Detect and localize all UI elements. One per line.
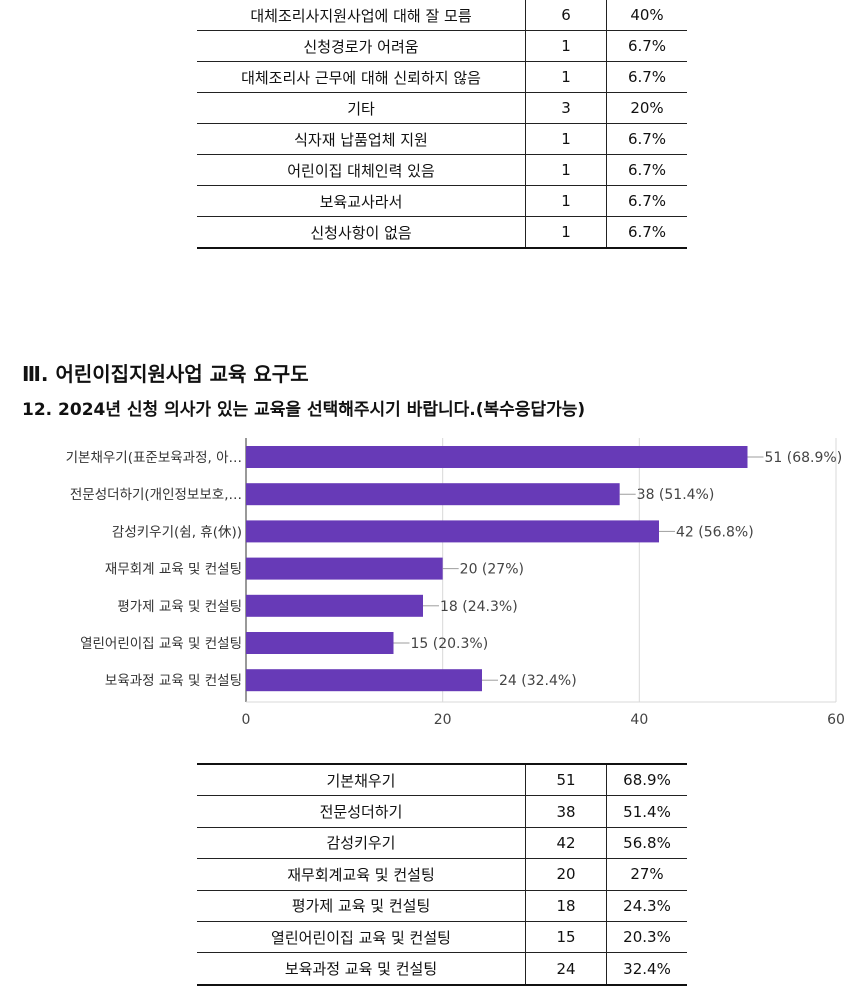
row-count: 24 — [525, 952, 607, 986]
data-label: 38 (51.4%) — [637, 487, 715, 503]
row-label: 재무회계교육 및 컨설팅 — [197, 858, 526, 891]
category-label: 재무회계 교육 및 컨설팅 — [105, 562, 242, 578]
row-percent: 20.3% — [606, 921, 687, 954]
table-row: 신청경로가 어려움 1 6.7% — [197, 30, 687, 62]
section-title: Ⅲ. 어린이집지원사업 교육 요구도 — [22, 362, 309, 386]
table-row: 보육과정 교육 및 컨설팅 24 32.4% — [197, 952, 687, 986]
row-label: 전문성더하기 — [197, 795, 526, 828]
category-label: 열린어린이집 교육 및 컨설팅 — [80, 636, 242, 652]
row-label: 대체조리사지원사업에 대해 잘 모름 — [197, 0, 526, 31]
table-row: 대체조리사 근무에 대해 신뢰하지 않음 1 6.7% — [197, 61, 687, 93]
row-count: 1 — [525, 123, 607, 155]
row-percent: 6.7% — [606, 185, 687, 217]
row-count: 20 — [525, 858, 607, 891]
table-row: 감성키우기 42 56.8% — [197, 827, 687, 860]
x-tick-label: 60 — [827, 712, 845, 728]
row-label: 신청사항이 없음 — [197, 216, 526, 249]
row-label: 보육교사라서 — [197, 185, 526, 217]
data-label: 51 (68.9%) — [765, 450, 843, 466]
row-label: 기본채우기 — [197, 763, 526, 797]
bar — [246, 632, 394, 654]
x-tick-label: 0 — [242, 712, 251, 728]
row-percent: 6.7% — [606, 216, 687, 249]
row-count: 1 — [525, 216, 607, 249]
row-percent: 27% — [606, 858, 687, 891]
data-label: 20 (27%) — [460, 562, 524, 578]
table-row: 평가제 교육 및 컨설팅 18 24.3% — [197, 890, 687, 922]
row-percent: 32.4% — [606, 952, 687, 986]
table-row: 어린이집 대체인력 있음 1 6.7% — [197, 154, 687, 186]
row-percent: 51.4% — [606, 795, 687, 828]
row-count: 3 — [525, 92, 607, 124]
row-label: 대체조리사 근무에 대해 신뢰하지 않음 — [197, 61, 526, 93]
question-title: 12. 2024년 신청 의사가 있는 교육을 선택해주시기 바랍니다.(복수응… — [22, 400, 586, 420]
row-label: 기타 — [197, 92, 526, 124]
table-row: 열린어린이집 교육 및 컨설팅 15 20.3% — [197, 921, 687, 954]
row-label: 보육과정 교육 및 컨설팅 — [197, 952, 526, 986]
row-label: 감성키우기 — [197, 827, 526, 860]
row-percent: 24.3% — [606, 890, 687, 922]
data-label: 24 (32.4%) — [499, 673, 577, 689]
row-count: 1 — [525, 185, 607, 217]
table-row: 재무회계교육 및 컨설팅 20 27% — [197, 858, 687, 891]
x-tick-label: 20 — [434, 712, 452, 728]
category-label: 전문성더하기(개인정보보호,… — [70, 487, 242, 503]
bar — [246, 557, 443, 580]
row-count: 38 — [525, 795, 607, 828]
row-count: 6 — [525, 0, 607, 31]
x-tick-label: 40 — [630, 712, 648, 728]
table-row: 보육교사라서 1 6.7% — [197, 185, 687, 217]
education-demand-bar-chart: 0 20 40 60 기본채우기(표준보육과정, 아… 51 (68.9%) 전문성더하기(… — [66, 438, 845, 728]
table-row: 식자재 납품업체 지원 1 6.7% — [197, 123, 687, 155]
row-percent: 6.7% — [606, 154, 687, 186]
table-row: 신청사항이 없음 1 6.7% — [197, 216, 687, 249]
row-percent: 6.7% — [606, 123, 687, 155]
bar — [246, 446, 748, 468]
bar — [246, 520, 659, 543]
row-label: 어린이집 대체인력 있음 — [197, 154, 526, 186]
category-label: 보육과정 교육 및 컨설팅 — [105, 673, 242, 689]
row-label: 식자재 납품업체 지원 — [197, 123, 526, 155]
table-row: 기타 3 20% — [197, 92, 687, 124]
row-percent: 68.9% — [606, 763, 687, 797]
category-label: 기본채우기(표준보육과정, 아… — [66, 450, 242, 466]
row-percent: 6.7% — [606, 30, 687, 62]
row-label: 신청경로가 어려움 — [197, 30, 526, 62]
row-percent: 56.8% — [606, 827, 687, 860]
row-count: 15 — [525, 921, 607, 954]
row-percent: 20% — [606, 92, 687, 124]
education-demand-table: 기본채우기 51 68.9% 전문성더하기 38 51.4% 감성키우기 42 … — [197, 763, 687, 986]
row-count: 1 — [525, 61, 607, 93]
table-row: 대체조리사지원사업에 대해 잘 모름 6 40% — [197, 0, 687, 31]
category-label: 감성키우기(쉼, 휴(休)) — [112, 524, 242, 540]
data-label: 42 (56.8%) — [676, 524, 754, 540]
data-label: 15 (20.3%) — [411, 636, 489, 652]
bar — [246, 594, 423, 617]
row-label: 열린어린이집 교육 및 컨설팅 — [197, 921, 526, 954]
row-count: 51 — [525, 763, 607, 797]
response-reasons-table: 대체조리사지원사업에 대해 잘 모름 6 40% 신청경로가 어려움 1 6.7… — [197, 0, 687, 249]
row-percent: 6.7% — [606, 61, 687, 93]
table-row: 전문성더하기 38 51.4% — [197, 795, 687, 828]
bar — [246, 669, 482, 692]
row-count: 42 — [525, 827, 607, 860]
table-row: 기본채우기 51 68.9% — [197, 763, 687, 797]
row-label: 평가제 교육 및 컨설팅 — [197, 890, 526, 922]
row-percent: 40% — [606, 0, 687, 31]
row-count: 1 — [525, 154, 607, 186]
row-count: 1 — [525, 30, 607, 62]
bar — [246, 483, 620, 506]
row-count: 18 — [525, 890, 607, 922]
category-label: 평가제 교육 및 컨설팅 — [117, 599, 242, 615]
data-label: 18 (24.3%) — [440, 599, 518, 615]
